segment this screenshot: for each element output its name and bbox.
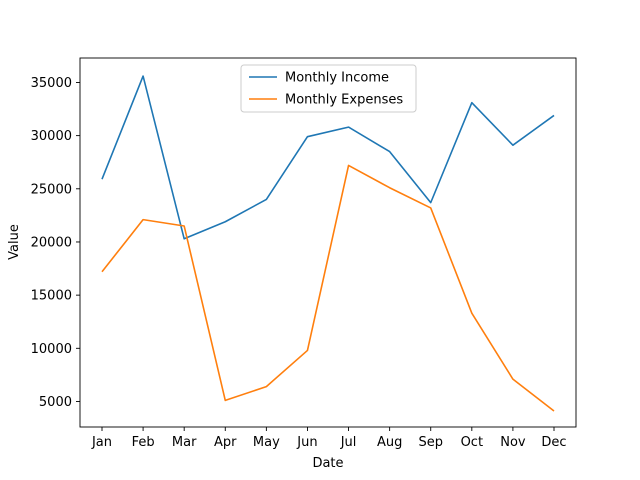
series-line-2 <box>101 164 555 412</box>
x-tick-label: Feb <box>132 435 155 450</box>
x-tick-label: Dec <box>541 435 566 450</box>
x-axis-label: Date <box>312 456 343 471</box>
plot-background <box>80 58 576 427</box>
x-tick-label: Apr <box>214 435 237 450</box>
y-tick-label: 5000 <box>39 395 72 410</box>
legend-label-2: Monthly Expenses <box>285 93 403 108</box>
series-layer <box>101 75 555 412</box>
x-tick-label: Sep <box>418 435 443 450</box>
x-tick-label: Jan <box>91 435 112 450</box>
legend: Monthly Income Monthly Expenses <box>240 64 417 113</box>
axes-frame <box>79 57 577 428</box>
x-tick-label: Aug <box>377 435 402 450</box>
y-tick-label: 20000 <box>31 235 72 250</box>
x-tick-label: Oct <box>461 435 483 450</box>
y-tick-label: 10000 <box>31 342 72 357</box>
y-tick-label: 25000 <box>31 182 72 197</box>
legend-box <box>240 64 417 113</box>
x-tick-label: Jul <box>340 435 357 450</box>
axes-layer: Jan Feb Mar Apr May Jun Jul Aug Sep Oct Nov Dec 5000… <box>31 57 577 450</box>
y-tick-label: 35000 <box>31 76 72 91</box>
y-axis-label: Value <box>7 224 22 260</box>
legend-label-1: Monthly Income <box>285 71 389 86</box>
series-line-1 <box>101 75 555 240</box>
x-tick-label: Jun <box>296 435 317 450</box>
plot-area <box>80 58 576 427</box>
x-tick-label: Mar <box>172 435 197 450</box>
x-tick-label: Nov <box>500 435 526 450</box>
y-tick-label: 30000 <box>31 129 72 144</box>
x-tick-label: May <box>253 435 280 450</box>
y-tick-label: 15000 <box>31 289 72 304</box>
